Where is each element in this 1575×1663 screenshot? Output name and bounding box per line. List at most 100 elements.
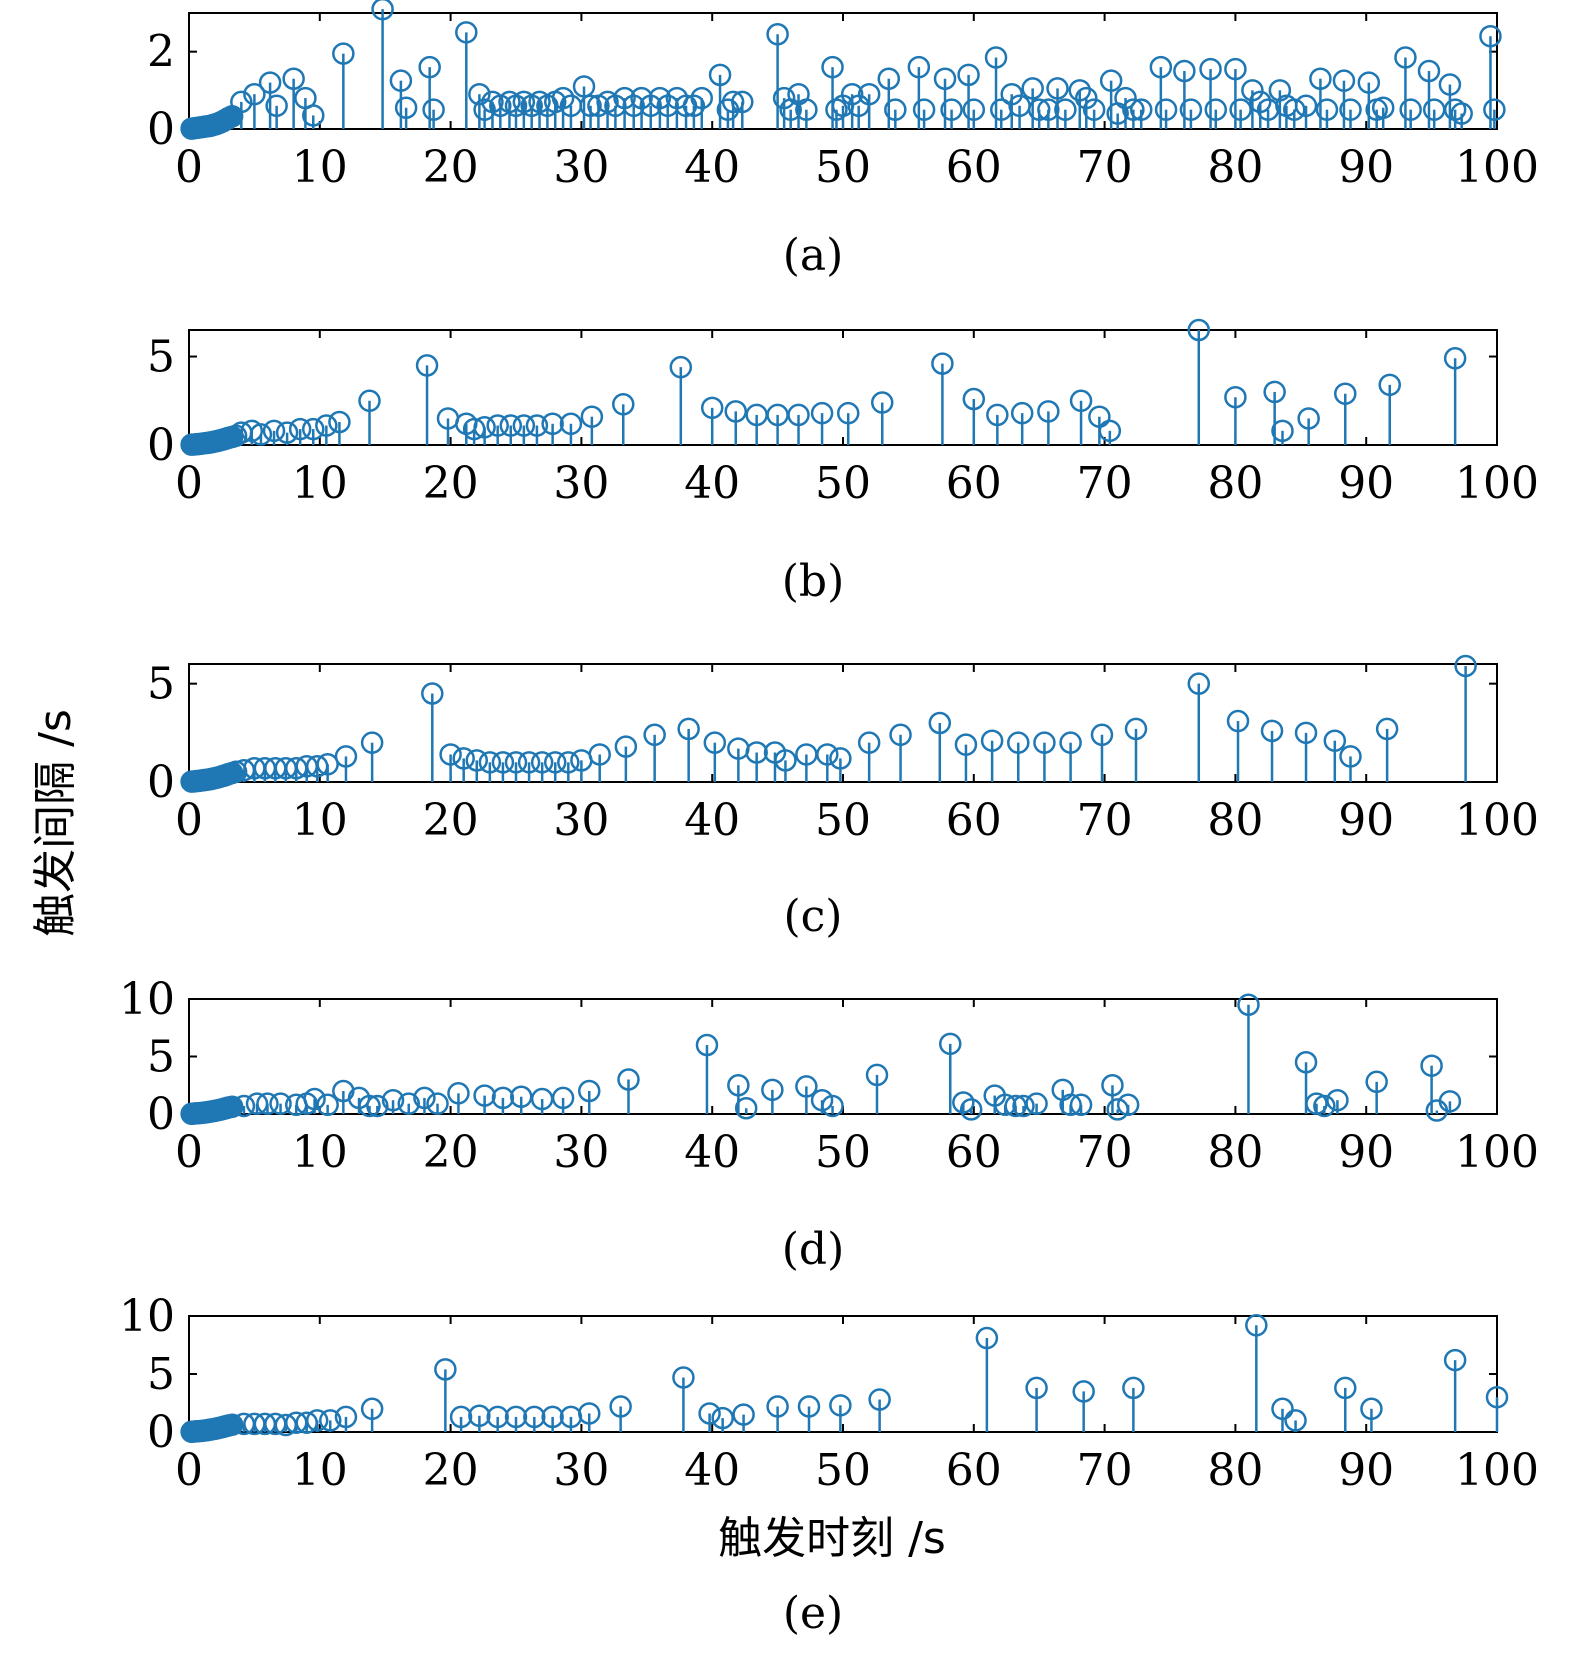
stem-marker [232, 1094, 256, 1118]
stem-marker [1378, 373, 1401, 397]
stem-marker [1365, 1070, 1388, 1094]
stem-marker [439, 743, 462, 766]
stem-marker [954, 733, 978, 756]
stem-marker [865, 1063, 889, 1087]
stem-marker [840, 82, 864, 106]
stem-marker [1332, 69, 1356, 92]
y-axis-title: 触发间隔 /s [30, 709, 81, 937]
stem-marker [1224, 57, 1247, 81]
y-tick-label: 5 [147, 332, 175, 383]
stem-marker [1245, 1314, 1268, 1337]
stem-marker [984, 46, 1008, 69]
stem-marker [1438, 1090, 1462, 1113]
x-tick-label: 90 [1338, 1445, 1394, 1496]
stem-marker [933, 67, 957, 90]
stem-marker [1268, 79, 1292, 102]
stem-marker [829, 1394, 852, 1417]
stem-marker [682, 94, 706, 118]
stem-marker [1271, 1397, 1294, 1421]
stem-marker [1399, 98, 1422, 121]
x-tick-label: 90 [1338, 1127, 1394, 1178]
stem-marker [588, 743, 611, 766]
stem-marker [745, 741, 768, 764]
stem-marker [316, 753, 339, 776]
x-tick-label: 80 [1207, 142, 1263, 193]
stem-marker [732, 1403, 755, 1426]
stem-marker [810, 1088, 834, 1112]
stem-marker [366, 1094, 389, 1118]
stem-marker [449, 1405, 473, 1429]
stem-marker [397, 1092, 420, 1115]
x-tick-label: 30 [553, 1445, 609, 1496]
x-tick-label: 50 [815, 142, 871, 193]
chart-panel-b: 0 10 20 30 40 50 60 70 80 90 100 0 5 (b) [147, 318, 1539, 607]
stem-marker [1339, 745, 1362, 768]
stem-marker [1098, 419, 1122, 443]
x-tick-label: 40 [684, 1127, 740, 1178]
y-tick-label: 10 [119, 974, 175, 1025]
stem-marker [1068, 79, 1091, 102]
stem-marker [473, 416, 496, 439]
x-tick-label: 50 [815, 1127, 871, 1178]
stem-marker [258, 71, 282, 94]
x-tick-label: 60 [946, 1127, 1002, 1178]
stem-marker [316, 1093, 339, 1117]
stem-marker [243, 82, 266, 106]
stem-marker [1173, 59, 1196, 83]
stem-marker [224, 424, 248, 448]
stem-marker [572, 75, 596, 98]
stem-marker [1375, 717, 1399, 741]
stem-marker [332, 42, 355, 65]
stem-marker [643, 723, 666, 747]
stem-marker [1443, 1348, 1467, 1372]
stem-marker [455, 21, 478, 44]
x-tick-label: 100 [1455, 1127, 1539, 1178]
x-tick-label: 10 [292, 1127, 348, 1178]
y-tick-label: 2 [147, 27, 175, 78]
stem-marker [1438, 73, 1462, 96]
stem-marker [1025, 1376, 1048, 1400]
y-tick-label: 0 [147, 1089, 175, 1140]
stem-marker [1417, 59, 1441, 83]
stem-marker [473, 1084, 496, 1107]
stem-marker [334, 1405, 358, 1429]
stem-marker [734, 1097, 758, 1120]
axes-frame [188, 998, 1498, 1115]
stem-marker [993, 1093, 1017, 1117]
stem-marker [1339, 98, 1362, 121]
stem-marker [1371, 96, 1395, 119]
stem-marker [669, 355, 693, 379]
stem-marker [559, 412, 583, 436]
panel-caption: (d) [782, 1224, 845, 1275]
stem-marker [371, 0, 394, 21]
x-tick-label: 30 [553, 458, 609, 509]
stem-marker [959, 1098, 983, 1121]
chart-panel-a: 0 10 20 30 40 50 60 70 80 90 100 0 2 (a) [147, 0, 1539, 281]
stem-marker [870, 391, 894, 414]
stem-marker [478, 751, 502, 774]
stem-marker [698, 1402, 721, 1425]
stem-marker [551, 1086, 575, 1110]
panel-caption: (b) [782, 556, 845, 607]
stem-marker [857, 731, 881, 754]
stem-marker [884, 98, 907, 121]
stem-marker [1479, 24, 1502, 48]
stem-marker [269, 1092, 292, 1115]
x-tick-label: 0 [175, 1127, 203, 1178]
stem-marker [690, 86, 713, 110]
stem-marker [1263, 380, 1286, 404]
stem-marker [512, 414, 536, 437]
stem-marker [1283, 98, 1306, 121]
stem-marker [543, 751, 567, 774]
stem-marker [940, 98, 963, 121]
stem-marker [1483, 98, 1506, 121]
stem-marker [468, 82, 491, 106]
stem-marker [795, 1075, 818, 1098]
stem-marker [282, 67, 305, 90]
stem-marker [517, 751, 541, 774]
stem-marker [617, 1068, 640, 1091]
x-tick-label: 30 [553, 1127, 609, 1178]
stem-marker [1420, 1054, 1443, 1077]
stem-marker [1025, 1092, 1048, 1115]
stem-marker [1309, 67, 1332, 90]
